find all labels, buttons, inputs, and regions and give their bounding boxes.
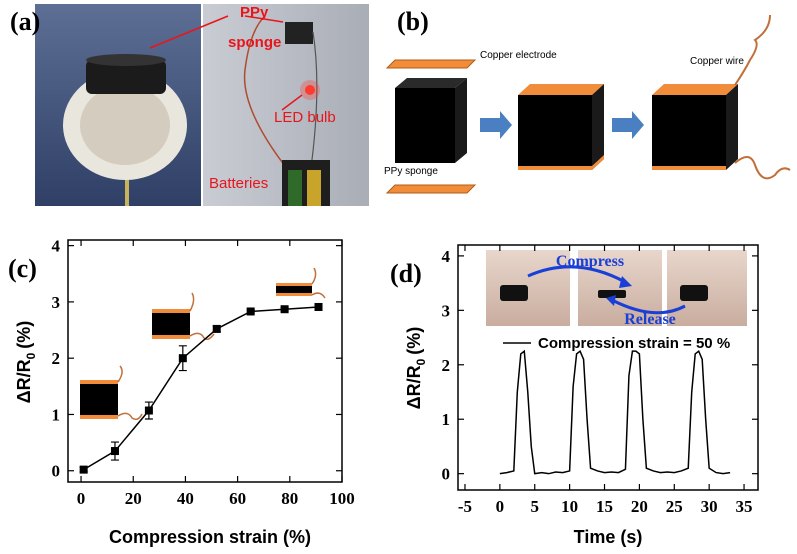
y-axis-title-unit: (%)	[14, 321, 34, 349]
x-tick-label: -5	[458, 497, 472, 516]
x-tick-label: 0	[496, 497, 505, 516]
y-tick-label: 2	[52, 349, 61, 368]
y-tick-label: 4	[52, 237, 61, 256]
series-line	[83, 306, 319, 471]
plot-frame	[67, 239, 343, 483]
x-tick-label: 100	[329, 489, 355, 508]
inset-cubes	[80, 267, 326, 421]
y-tick-label: 1	[442, 410, 451, 429]
y-axis-title-part: ΔR/R	[14, 359, 34, 403]
panel-label: (b)	[397, 7, 429, 36]
x-tick-label: 20	[125, 489, 142, 508]
marker	[246, 307, 255, 316]
y-tick-label: 0	[442, 465, 451, 484]
x-tick-label: 60	[229, 489, 246, 508]
x-tick-label: 40	[177, 489, 194, 508]
x-tick-label: 0	[77, 489, 86, 508]
marker	[212, 324, 221, 333]
diagram-b	[385, 14, 791, 194]
annotation: Release	[624, 311, 676, 328]
x-tick-label: 30	[701, 497, 718, 516]
x-tick-label: 35	[736, 497, 753, 516]
photo-label: Batteries	[209, 175, 268, 192]
annotation: Compress	[556, 253, 624, 270]
inset-photos	[486, 250, 747, 326]
marker	[178, 354, 187, 363]
x-axis-title: Compression strain (%)	[109, 527, 311, 547]
series-line	[499, 349, 731, 475]
diagram-label: PPy sponge	[384, 166, 438, 177]
legend-label: Compression strain = 50 %	[538, 335, 730, 352]
panel-label: (d)	[390, 259, 422, 288]
y-tick-label: 2	[442, 356, 451, 375]
plot-frame	[457, 244, 759, 491]
y-tick-label: 0	[52, 462, 61, 481]
x-tick-label: 80	[281, 489, 298, 508]
y-axis-title-sub: 0	[24, 352, 38, 359]
x-tick-label: 10	[561, 497, 578, 516]
photo-a	[35, 4, 369, 206]
marker	[314, 302, 323, 311]
marker	[280, 305, 289, 314]
photo-label: PPy	[240, 4, 269, 21]
y-axis-title-sub: 0	[414, 358, 428, 365]
diagram-label: Copper electrode	[480, 50, 557, 61]
panel-label: (a)	[10, 7, 40, 36]
marker	[110, 447, 119, 456]
y-axis-title-unit: (%)	[404, 327, 424, 355]
x-axis-title: Time (s)	[574, 527, 643, 547]
x-tick-label: 25	[666, 497, 683, 516]
diagram-label: Copper wire	[690, 56, 744, 67]
y-axis-title-part: ΔR/R	[404, 365, 424, 409]
photo-label: sponge	[228, 34, 281, 51]
photo-label: LED bulb	[274, 109, 336, 126]
y-tick-label: 4	[442, 247, 451, 266]
x-tick-label: 15	[596, 497, 613, 516]
x-tick-label: 20	[631, 497, 648, 516]
y-tick-label: 3	[442, 301, 451, 320]
marker	[144, 406, 153, 415]
y-axis-title: ΔR/R0 (%)	[14, 321, 38, 404]
panel-label: (c)	[8, 254, 37, 283]
y-axis-title: ΔR/R0 (%)	[404, 327, 428, 410]
y-tick-label: 3	[52, 293, 61, 312]
marker	[79, 465, 88, 474]
y-tick-label: 1	[52, 405, 61, 424]
x-tick-label: 5	[530, 497, 539, 516]
